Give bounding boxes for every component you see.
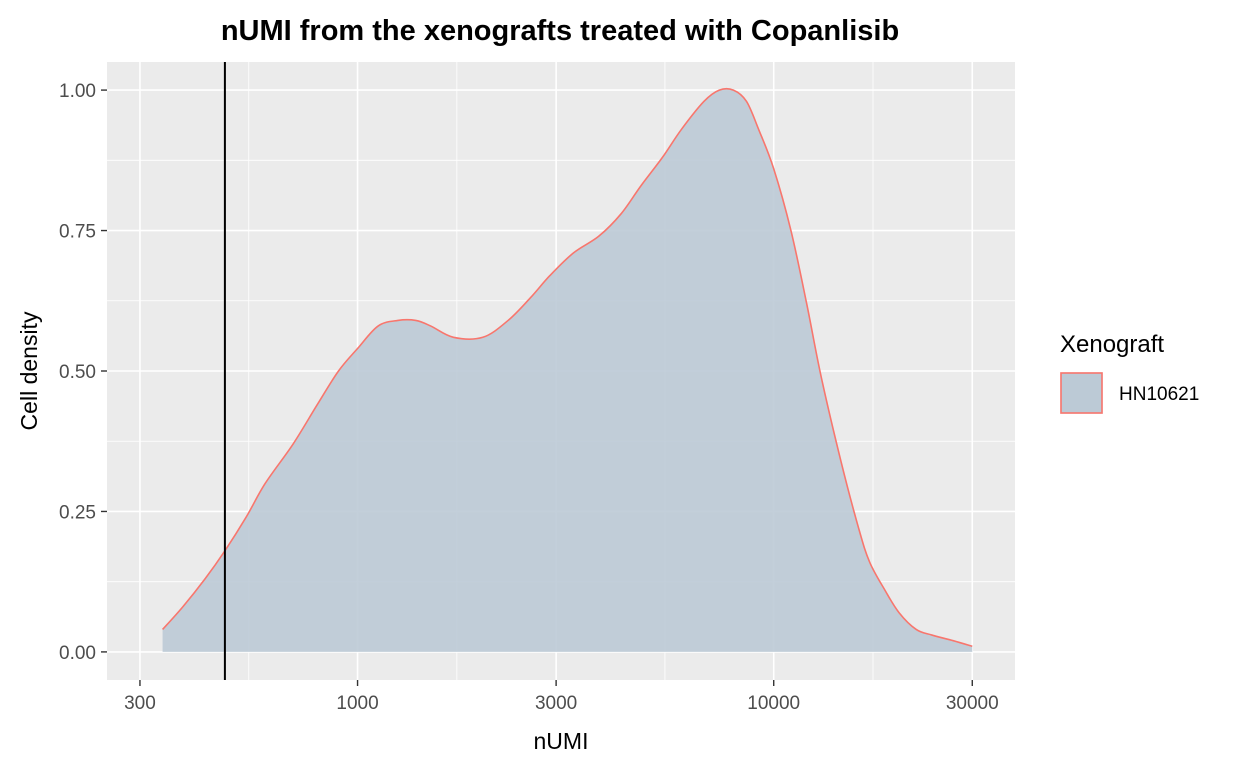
y-axis-title: Cell density — [16, 311, 42, 430]
legend-key-swatch — [1060, 372, 1103, 414]
x-tick-label: 30000 — [946, 693, 999, 714]
density-area — [161, 87, 973, 652]
y-axis: 0.00 0.25 0.50 0.75 1.00 — [59, 81, 107, 664]
y-tick-label: 0.50 — [59, 362, 96, 383]
density-fill — [162, 88, 973, 652]
y-tick-label: 1.00 — [59, 81, 96, 102]
y-tick-label: 0.00 — [59, 643, 96, 664]
x-axis-title: nUMI — [534, 728, 589, 754]
chart-title: nUMI from the xenografts treated with Co… — [221, 15, 899, 47]
plot-panel — [107, 62, 1015, 680]
density-outline — [161, 87, 973, 648]
x-tick-label: 10000 — [747, 693, 800, 714]
legend: Xenograft HN10621 — [1060, 331, 1199, 414]
x-tick-label: 300 — [124, 693, 156, 714]
x-axis: 300 1000 3000 10000 30000 — [124, 680, 999, 714]
y-tick-label: 0.25 — [59, 502, 96, 523]
legend-label: HN10621 — [1119, 384, 1199, 405]
x-tick-label: 3000 — [535, 693, 577, 714]
legend-title: Xenograft — [1060, 331, 1164, 358]
legend-entries: HN10621 — [1060, 372, 1199, 414]
y-tick-label: 0.75 — [59, 222, 96, 243]
x-tick-label: 1000 — [336, 693, 378, 714]
